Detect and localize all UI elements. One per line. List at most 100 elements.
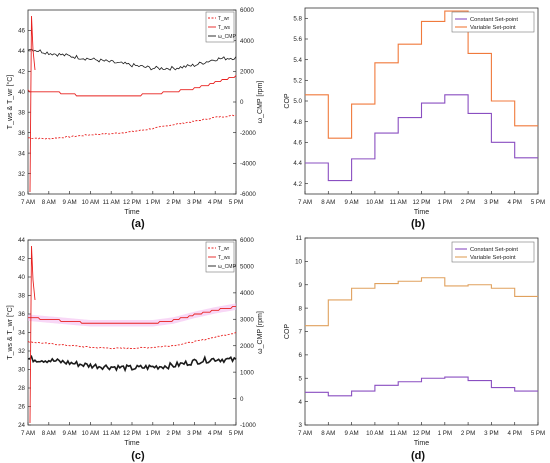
x-tick-label: 11 AM xyxy=(103,199,120,206)
x-tick-label: 1 PM xyxy=(146,199,160,206)
chart-c: 7 AM 8 AM 9 AM 10 AM 11 AM 12 PM 1 PM 2 PM 3 PM 4… xyxy=(6,237,264,447)
y-tick-label: 24 xyxy=(18,422,25,429)
y2-tick-label: 1000 xyxy=(240,369,254,376)
startup-transient xyxy=(29,245,36,424)
band-shading xyxy=(28,303,236,327)
y2-tick-label: -4000 xyxy=(240,161,256,168)
legend-box xyxy=(451,241,535,263)
legend-box xyxy=(451,11,535,33)
series-line-constant-set-point xyxy=(305,376,538,397)
y2-axis-title: ω_CMP [rpm] xyxy=(257,311,264,354)
y-tick-label: 38 xyxy=(18,109,25,116)
x-tick-label: 9 AM xyxy=(63,199,77,206)
y2-tick-label: 4000 xyxy=(240,290,254,297)
x-tick-label: 9 AM xyxy=(63,430,77,437)
series-line-t-wr xyxy=(27,332,237,350)
y2-tick-label: 6000 xyxy=(240,237,254,244)
panel-label-c: (c) xyxy=(131,450,145,462)
y2-tick-label: 5000 xyxy=(240,264,254,271)
x-tick-label: 3 PM xyxy=(484,430,498,437)
y-tick-label: 44 xyxy=(18,237,25,244)
startup-transient xyxy=(29,15,36,193)
y-axis-title: COP xyxy=(284,93,291,109)
y-axis-title: COP xyxy=(284,324,291,340)
x-tick-label: 4 PM xyxy=(208,430,222,437)
x-tick-label: 5 PM xyxy=(531,199,545,206)
x-tick-label: 12 PM xyxy=(123,430,141,437)
y-tick-label: 10 xyxy=(295,259,302,266)
y-tick-label: 34 xyxy=(18,150,25,157)
legend-label: T_ws xyxy=(218,255,230,261)
plot-frame-c xyxy=(27,239,237,426)
x-tick-label: 3 PM xyxy=(187,430,201,437)
x-tick-label: 8 AM xyxy=(42,430,56,437)
legend-label: Variable Set-point xyxy=(470,25,516,31)
y-tick-label: 34 xyxy=(18,330,25,337)
y-tick-label: 28 xyxy=(18,385,25,392)
legend-label: T_wr xyxy=(218,16,229,22)
y2-tick-label: 0 xyxy=(240,99,244,106)
y-tick-label: 5.0 xyxy=(293,98,302,105)
y-tick-label: 40 xyxy=(18,274,25,281)
y-tick-label: 4.4 xyxy=(293,160,302,167)
x-tick-label: 11 AM xyxy=(390,199,407,206)
x-tick-label: 10 AM xyxy=(366,199,384,206)
y-axis-title: T_ws & T_wr [°C] xyxy=(6,305,14,359)
x-tick-label: 11 AM xyxy=(103,430,120,437)
plot-frame-d xyxy=(304,237,539,426)
x-axis-title: Time xyxy=(124,209,139,216)
x-tick-label: 4 PM xyxy=(507,430,521,437)
y-tick-label: 30 xyxy=(18,367,25,374)
x-tick-label: 10 AM xyxy=(82,430,100,437)
y-tick-label: 7 xyxy=(299,329,303,336)
x-tick-label: 12 PM xyxy=(123,199,141,206)
x-tick-label: 9 AM xyxy=(345,430,359,437)
x-tick-label: 3 PM xyxy=(187,199,201,206)
legend-label: ω_CMP xyxy=(218,34,236,40)
y-tick-label: 3 xyxy=(299,422,303,429)
x-tick-label: 8 AM xyxy=(321,430,335,437)
x-tick-label: 2 PM xyxy=(461,199,475,206)
x-tick-label: 8 AM xyxy=(42,199,56,206)
x-tick-label: 10 AM xyxy=(82,199,100,206)
x-tick-label: 12 PM xyxy=(413,430,431,437)
series-line--cmp xyxy=(27,48,237,71)
panel-label-b: (b) xyxy=(411,218,425,230)
y2-tick-label: -2000 xyxy=(240,130,256,137)
y-tick-label: 9 xyxy=(299,282,303,289)
y2-tick-label: 2000 xyxy=(240,69,254,76)
y-tick-label: 32 xyxy=(18,348,25,355)
y-tick-label: 5 xyxy=(299,375,303,382)
y2-tick-label: 4000 xyxy=(240,38,254,45)
y-tick-label: 5.6 xyxy=(293,36,302,43)
x-tick-label: 5 PM xyxy=(531,430,545,437)
series-line-constant-set-point xyxy=(305,94,538,182)
x-axis-title: Time xyxy=(414,209,429,216)
y2-tick-label: 0 xyxy=(240,396,244,403)
y2-tick-label: 3000 xyxy=(240,316,254,323)
x-tick-label: 4 PM xyxy=(208,199,222,206)
y-tick-label: 6 xyxy=(299,352,303,359)
x-tick-label: 7 AM xyxy=(298,430,312,437)
y2-tick-label: -6000 xyxy=(240,191,256,198)
panel-label-d: (d) xyxy=(411,450,425,462)
series-line-variable-set-point xyxy=(305,277,538,327)
x-tick-label: 3 PM xyxy=(484,199,498,206)
chart-b: 7 AM 8 AM 9 AM 10 AM 11 AM 12 PM 1 PM 2 PM 3 PM 4… xyxy=(284,7,545,216)
y-tick-label: 36 xyxy=(18,130,25,137)
y-tick-label: 5.4 xyxy=(293,57,302,64)
y2-tick-label: 6000 xyxy=(240,7,254,14)
x-tick-label: 8 AM xyxy=(321,199,335,206)
y-tick-label: 40 xyxy=(18,89,25,96)
y2-tick-label: 2000 xyxy=(240,343,254,350)
x-tick-label: 10 AM xyxy=(366,430,384,437)
x-axis-title: Time xyxy=(414,440,429,447)
y-tick-label: 11 xyxy=(296,235,303,242)
panel-label-a: (a) xyxy=(131,218,145,230)
plot-frame-a xyxy=(27,9,237,195)
legend-label: T_ws xyxy=(218,25,230,31)
y-tick-label: 26 xyxy=(18,404,25,411)
y-tick-label: 5.2 xyxy=(293,78,302,85)
y-axis-title: T_ws & T_wr [°C] xyxy=(6,75,14,129)
